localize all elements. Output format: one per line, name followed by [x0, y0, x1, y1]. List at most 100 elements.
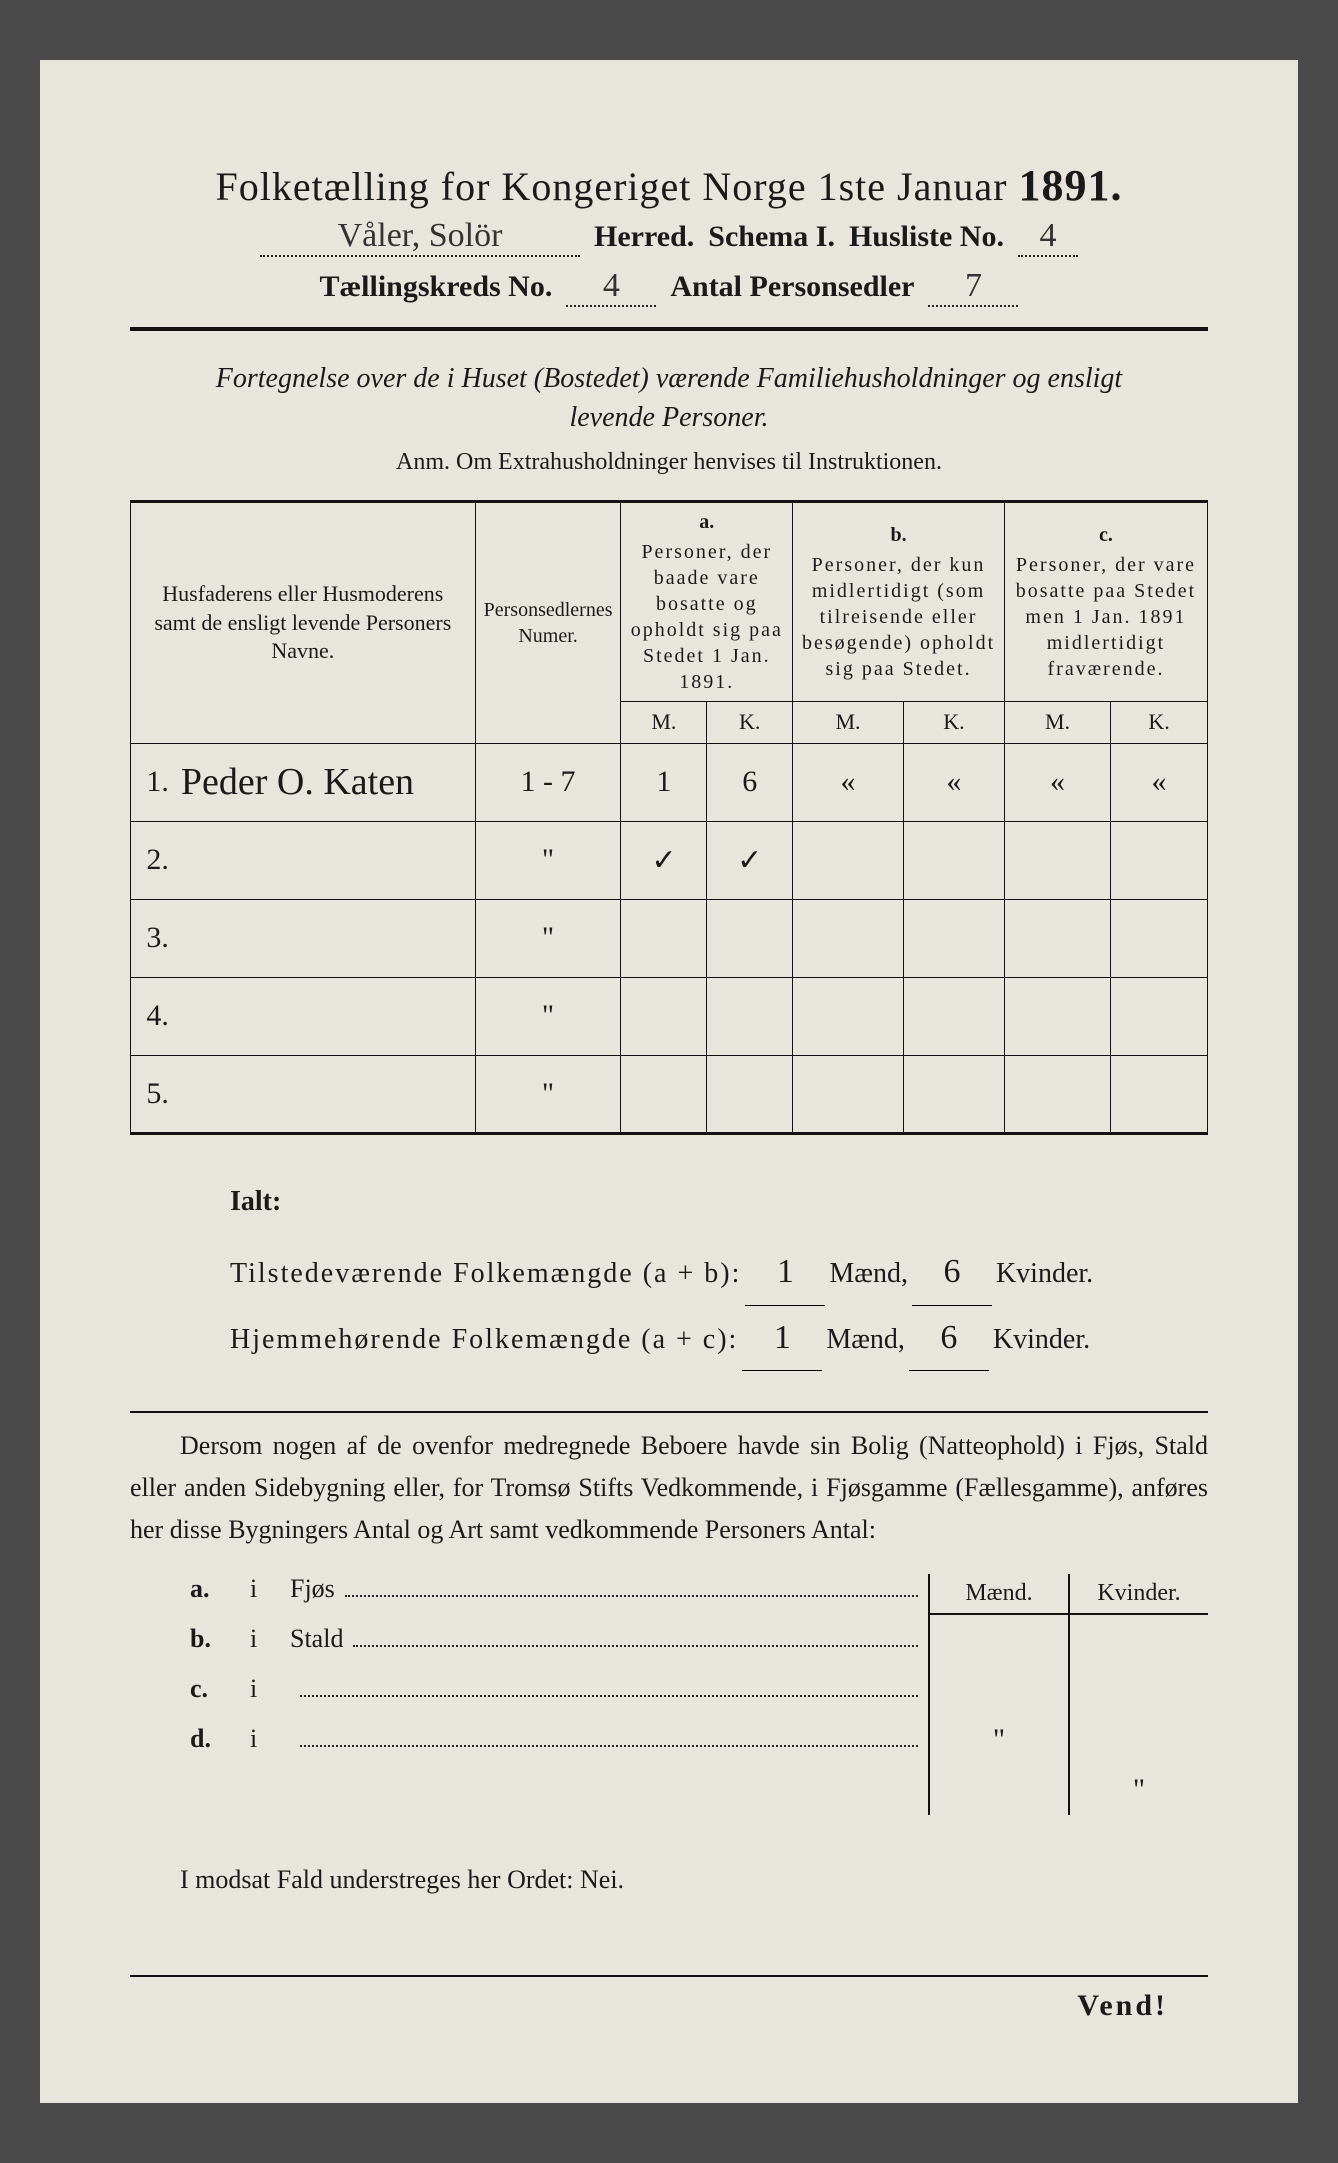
- row-bm: [793, 1055, 904, 1133]
- schema-label: Schema I.: [708, 220, 835, 254]
- subtitle: Fortegnelse over de i Huset (Bostedet) v…: [130, 359, 1208, 437]
- row-cm: [1004, 1055, 1110, 1133]
- kreds-field: 4: [566, 267, 656, 307]
- byg-letter: a.: [190, 1574, 250, 1604]
- present-k: 6: [912, 1240, 992, 1306]
- row-ck: [1111, 1055, 1208, 1133]
- subtitle-line2: levende Personer.: [569, 402, 768, 433]
- row-bm: [793, 821, 904, 899]
- table-row: 3. ": [131, 899, 1208, 977]
- byg-label: Stald: [290, 1624, 343, 1654]
- byg-i: i: [250, 1674, 290, 1704]
- row-am: [621, 977, 707, 1055]
- table-row: 2."✓✓: [131, 821, 1208, 899]
- row-bm: [793, 977, 904, 1055]
- bygning-row: c.i: [190, 1674, 928, 1724]
- maend-label-2: Mænd,: [826, 1313, 905, 1366]
- col-numer: Personsedlernes Numer.: [475, 502, 621, 744]
- kreds-label: Tællingskreds No.: [320, 270, 553, 304]
- bygning-row: b.iStald: [190, 1624, 928, 1674]
- col-b: b. Personer, der kun midlertidigt (som t…: [793, 502, 1005, 702]
- row-ck: [1111, 821, 1208, 899]
- header-row-2: Tællingskreds No. 4 Antal Personsedler 7: [130, 267, 1208, 307]
- subtitle-line1: Fortegnelse over de i Huset (Bostedet) v…: [216, 363, 1122, 394]
- col-a-m: M.: [621, 702, 707, 744]
- row-number: 5.: [131, 1055, 173, 1133]
- col-b-m: M.: [793, 702, 904, 744]
- bygning-row: d.i: [190, 1724, 928, 1774]
- table-row: 1.Peder O. Katen1 - 716««««: [131, 743, 1208, 821]
- byg-cell-k: ": [1070, 1765, 1208, 1815]
- row-cm: [1004, 821, 1110, 899]
- page-title: Folketælling for Kongeriget Norge 1ste J…: [130, 160, 1208, 211]
- dotted-line: [345, 1595, 918, 1597]
- row-bk: «: [903, 743, 1004, 821]
- byg-i: i: [250, 1624, 290, 1654]
- table-row: 5. ": [131, 1055, 1208, 1133]
- row-name: [173, 899, 475, 977]
- byg-cell-m: [930, 1665, 1068, 1715]
- row-number: 1.: [131, 743, 173, 821]
- byg-label: Fjøs: [290, 1574, 335, 1604]
- row-numer: ": [475, 899, 621, 977]
- resident-line: Hjemmehørende Folkemængde (a + c): 1 Mæn…: [230, 1306, 1208, 1372]
- col-c-k: K.: [1111, 702, 1208, 744]
- row-ak: 6: [707, 743, 793, 821]
- dotted-line: [353, 1645, 918, 1647]
- row-am: ✓: [621, 821, 707, 899]
- row-bk: [903, 821, 1004, 899]
- row-number: 3.: [131, 899, 173, 977]
- row-numer: ": [475, 1055, 621, 1133]
- byg-kvinder-head: Kvinder.: [1070, 1574, 1208, 1615]
- household-table: Husfaderens eller Husmoderens samt de en…: [130, 500, 1208, 1135]
- vend-label: Vend!: [130, 1989, 1208, 2023]
- husliste-label: Husliste No.: [849, 220, 1004, 254]
- row-name: [173, 1055, 475, 1133]
- table-row: 4.": [131, 977, 1208, 1055]
- col-a-k: K.: [707, 702, 793, 744]
- resident-k: 6: [909, 1306, 989, 1372]
- row-bm: [793, 899, 904, 977]
- row-cm: [1004, 899, 1110, 977]
- dotted-line: [300, 1695, 918, 1697]
- row-bk: [903, 977, 1004, 1055]
- row-cm: [1004, 977, 1110, 1055]
- row-ak: [707, 977, 793, 1055]
- col-c: c. Personer, der vare bosatte paa Stedet…: [1004, 502, 1207, 702]
- byg-cell-m: [930, 1765, 1068, 1815]
- ialt-label: Ialt:: [230, 1175, 1208, 1228]
- row-number: 2.: [131, 821, 173, 899]
- row-name: [173, 821, 475, 899]
- present-m: 1: [745, 1240, 825, 1306]
- byg-i: i: [250, 1724, 290, 1754]
- antal-field: 7: [928, 267, 1018, 307]
- row-ck: «: [1111, 743, 1208, 821]
- col-b-k: K.: [903, 702, 1004, 744]
- bygning-row: a.iFjøs: [190, 1574, 928, 1624]
- divider-mid: [130, 1411, 1208, 1413]
- present-label: Tilstedeværende Folkemængde (a + b):: [230, 1247, 741, 1300]
- header-row-1: Våler, Solör Herred. Schema I. Husliste …: [130, 217, 1208, 257]
- byg-cell-m: ": [930, 1715, 1068, 1765]
- row-ak: [707, 1055, 793, 1133]
- byg-maend-head: Mænd.: [930, 1574, 1068, 1615]
- row-number: 4.: [131, 977, 173, 1055]
- row-numer: 1 - 7: [475, 743, 621, 821]
- resident-m: 1: [742, 1306, 822, 1372]
- divider-bottom: [130, 1975, 1208, 1977]
- row-bk: [903, 1055, 1004, 1133]
- herred-label: Herred.: [594, 220, 694, 254]
- title-year: 1891.: [1018, 161, 1122, 210]
- row-bm: «: [793, 743, 904, 821]
- kvinder-label-2: Kvinder.: [993, 1313, 1090, 1366]
- title-main: Folketælling for Kongeriget Norge 1ste J…: [216, 164, 1008, 209]
- divider-top: [130, 327, 1208, 331]
- building-paragraph: Dersom nogen af de ovenfor medregnede Be…: [130, 1425, 1208, 1550]
- col-c-m: M.: [1004, 702, 1110, 744]
- dotted-line: [300, 1745, 918, 1747]
- byg-cell-k: [1070, 1715, 1208, 1765]
- byg-cell-k: [1070, 1615, 1208, 1665]
- antal-label: Antal Personsedler: [670, 270, 914, 304]
- present-line: Tilstedeværende Folkemængde (a + b): 1 M…: [230, 1240, 1208, 1306]
- byg-letter: c.: [190, 1674, 250, 1704]
